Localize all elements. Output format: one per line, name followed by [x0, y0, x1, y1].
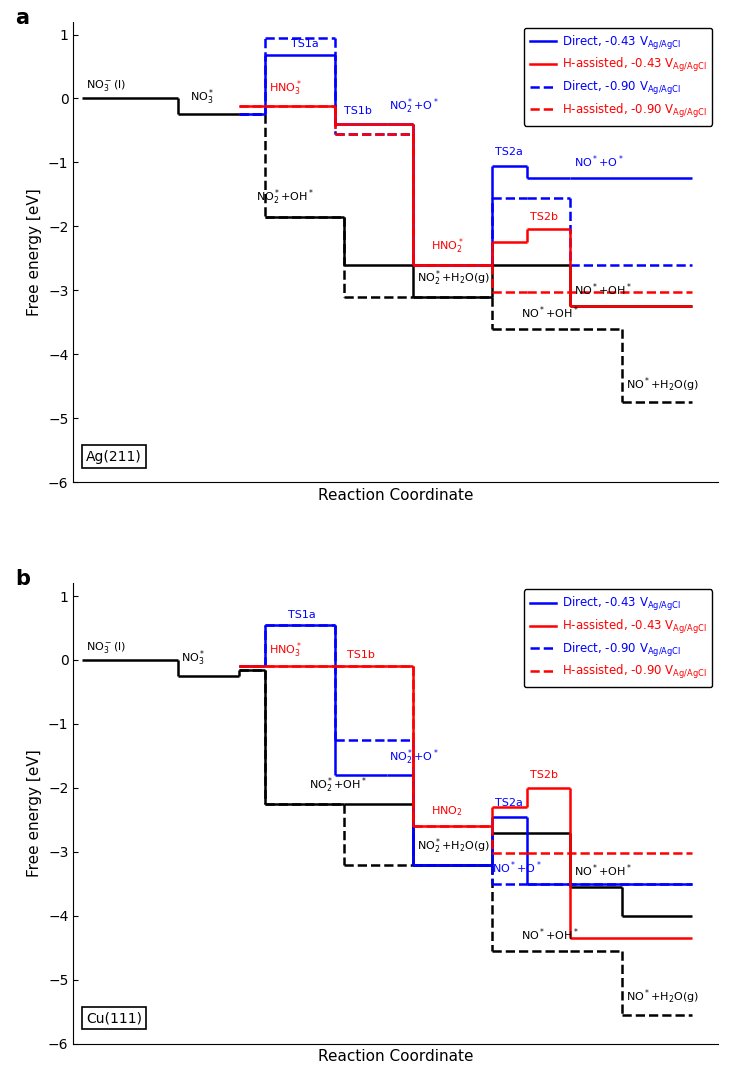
Y-axis label: Free energy [eV]: Free energy [eV] — [27, 188, 43, 315]
Text: HNO$_3^*$: HNO$_3^*$ — [268, 79, 301, 99]
Text: TS2b: TS2b — [530, 212, 558, 222]
Text: TS2a: TS2a — [496, 798, 523, 809]
Text: NO$_3^*$: NO$_3^*$ — [190, 87, 215, 107]
Text: TS2a: TS2a — [496, 147, 523, 158]
Text: NO$_2^*$+O$^*$: NO$_2^*$+O$^*$ — [388, 96, 438, 115]
Text: NO$^*$+OH$^*$: NO$^*$+OH$^*$ — [574, 282, 632, 298]
Text: NO$^*$+O$^*$: NO$^*$+O$^*$ — [492, 860, 542, 876]
Text: NO$_2^*$+OH$^*$: NO$_2^*$+OH$^*$ — [257, 188, 314, 208]
Legend: Direct, -0.43 V$_\mathrm{Ag/AgCl}$, H-assisted, -0.43 V$_\mathrm{Ag/AgCl}$, Dire: Direct, -0.43 V$_\mathrm{Ag/AgCl}$, H-as… — [524, 589, 712, 687]
Text: HNO$_2^*$: HNO$_2^*$ — [431, 237, 463, 257]
Text: NO$_2^*$+OH$^*$: NO$_2^*$+OH$^*$ — [309, 776, 366, 796]
Text: TS1b: TS1b — [347, 650, 375, 660]
Text: b: b — [15, 570, 30, 589]
Text: Ag(211): Ag(211) — [86, 450, 142, 463]
Legend: Direct, -0.43 V$_\mathrm{Ag/AgCl}$, H-assisted, -0.43 V$_\mathrm{Ag/AgCl}$, Dire: Direct, -0.43 V$_\mathrm{Ag/AgCl}$, H-as… — [524, 27, 712, 126]
Text: NO$^*$+OH$^*$: NO$^*$+OH$^*$ — [521, 926, 580, 942]
Text: NO$^*$+OH$^*$: NO$^*$+OH$^*$ — [521, 304, 580, 321]
Text: NO$^*$+H$_2$O(g): NO$^*$+H$_2$O(g) — [626, 988, 699, 1007]
Text: HNO$_3^*$: HNO$_3^*$ — [268, 640, 301, 660]
Text: NO$^*$+O$^*$: NO$^*$+O$^*$ — [574, 153, 623, 170]
Text: NO$_2^*$+O$^*$: NO$_2^*$+O$^*$ — [388, 747, 438, 766]
Text: NO$_2^*$+H$_2$O(g): NO$_2^*$+H$_2$O(g) — [417, 837, 490, 857]
Text: NO$^*$+H$_2$O(g): NO$^*$+H$_2$O(g) — [626, 375, 699, 393]
Text: NO$^*$+OH$^*$: NO$^*$+OH$^*$ — [574, 862, 632, 878]
Text: NO$_3^-$(l): NO$_3^-$(l) — [86, 640, 125, 654]
Text: HNO$_2$: HNO$_2$ — [431, 804, 463, 817]
Text: TS1a: TS1a — [291, 39, 319, 49]
X-axis label: Reaction Coordinate: Reaction Coordinate — [318, 1049, 474, 1064]
Text: Cu(111): Cu(111) — [86, 1011, 142, 1025]
Text: NO$_2^*$+H$_2$O(g): NO$_2^*$+H$_2$O(g) — [417, 268, 490, 288]
Text: NO$_3^-$(l): NO$_3^-$(l) — [86, 78, 125, 93]
Text: a: a — [15, 8, 29, 28]
Text: TS2b: TS2b — [530, 770, 558, 779]
Text: NO$_3^*$: NO$_3^*$ — [181, 649, 206, 669]
Text: TS1b: TS1b — [344, 105, 372, 115]
Text: TS1a: TS1a — [288, 610, 315, 620]
Y-axis label: Free energy [eV]: Free energy [eV] — [27, 750, 43, 877]
X-axis label: Reaction Coordinate: Reaction Coordinate — [318, 488, 474, 502]
